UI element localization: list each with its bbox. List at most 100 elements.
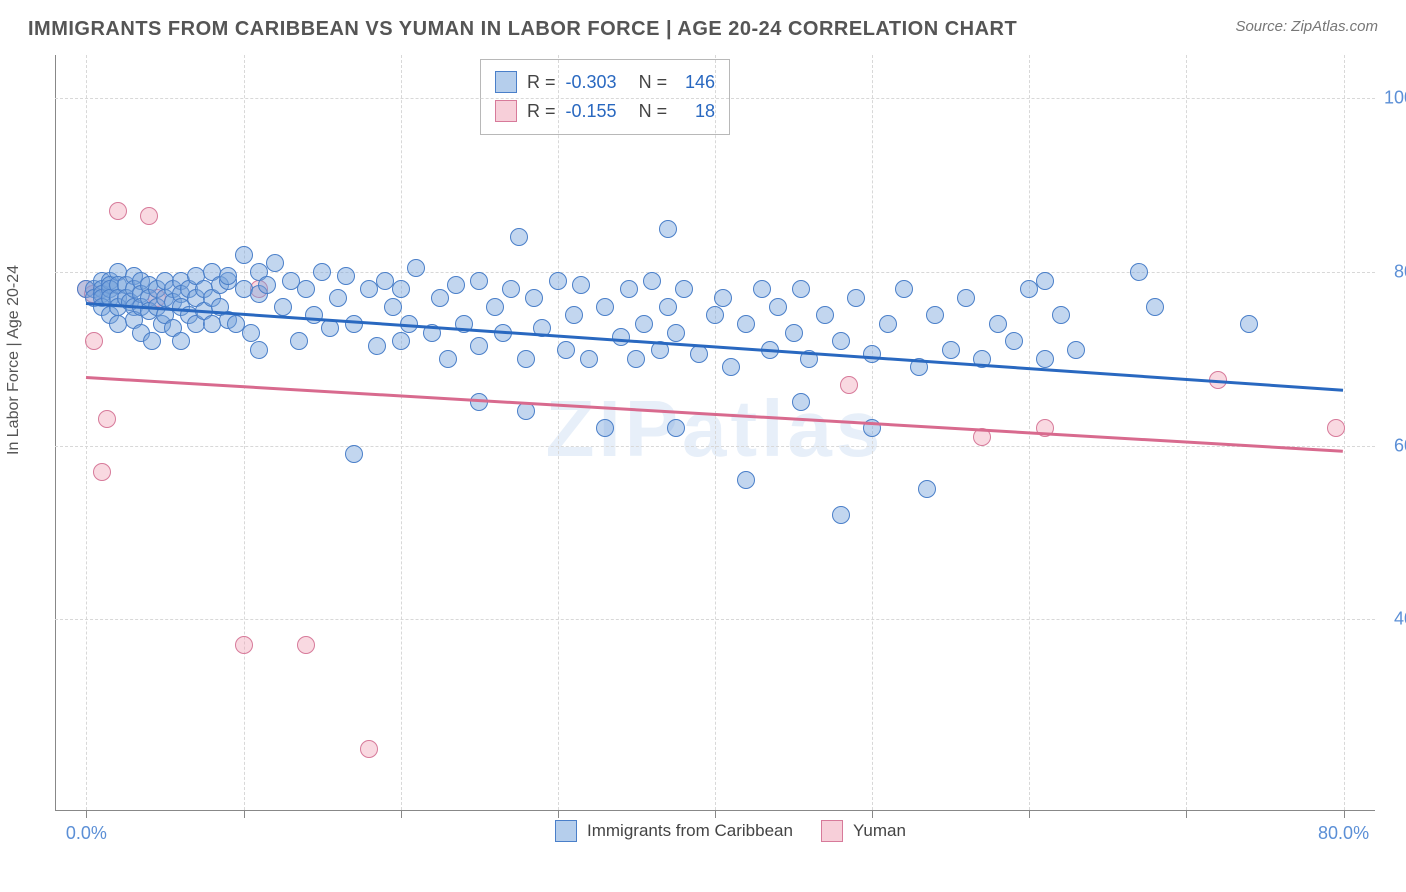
scatter-point-blue [690, 345, 708, 363]
stats-row-pink: R = -0.155 N = 18 [495, 97, 715, 126]
scatter-point-blue [510, 228, 528, 246]
r-value-blue: -0.303 [566, 68, 617, 97]
scatter-point-blue [305, 306, 323, 324]
scatter-point-blue [635, 315, 653, 333]
scatter-point-blue [235, 246, 253, 264]
y-tick-label: 40.0% [1394, 609, 1406, 630]
scatter-point-blue [792, 280, 810, 298]
scatter-point-blue [172, 332, 190, 350]
x-tick-mark [1344, 810, 1345, 818]
scatter-point-blue [565, 306, 583, 324]
scatter-point-blue [572, 276, 590, 294]
scatter-point-blue [384, 298, 402, 316]
scatter-point-blue [675, 280, 693, 298]
scatter-point-blue [266, 254, 284, 272]
scatter-point-blue [667, 419, 685, 437]
scatter-point-blue [612, 328, 630, 346]
x-tick-mark [872, 810, 873, 818]
scatter-point-blue [447, 276, 465, 294]
scatter-point-blue [470, 272, 488, 290]
x-tick-mark [86, 810, 87, 818]
chart-container: In Labor Force | Age 20-24 ZIPatlas R = … [15, 55, 1391, 892]
scatter-point-blue [502, 280, 520, 298]
scatter-point-blue [250, 341, 268, 359]
scatter-point-blue [392, 280, 410, 298]
n-label: N = [639, 97, 668, 126]
scatter-point-blue [1067, 341, 1085, 359]
legend: Immigrants from Caribbean Yuman [555, 820, 906, 842]
scatter-point-blue [242, 324, 260, 342]
scatter-point-blue [596, 298, 614, 316]
scatter-point-blue [659, 220, 677, 238]
scatter-point-blue [557, 341, 575, 359]
y-axis-label: In Labor Force | Age 20-24 [5, 265, 23, 455]
scatter-point-blue [470, 337, 488, 355]
legend-item-pink: Yuman [821, 820, 906, 842]
scatter-point-blue [1036, 350, 1054, 368]
scatter-point-blue [368, 337, 386, 355]
scatter-point-blue [439, 350, 457, 368]
scatter-point-blue [737, 315, 755, 333]
scatter-point-blue [957, 289, 975, 307]
r-label: R = [527, 68, 556, 97]
scatter-point-blue [345, 315, 363, 333]
y-tick-label: 60.0% [1394, 435, 1406, 456]
scatter-point-pink [98, 410, 116, 428]
scatter-point-blue [832, 506, 850, 524]
scatter-point-pink [1327, 419, 1345, 437]
legend-label-pink: Yuman [853, 821, 906, 841]
y-axis-line [55, 55, 56, 810]
y-tick-label: 80.0% [1394, 261, 1406, 282]
gridline-vertical [715, 55, 716, 810]
scatter-point-blue [643, 272, 661, 290]
scatter-point-blue [596, 419, 614, 437]
swatch-pink-icon [821, 820, 843, 842]
x-tick-mark [401, 810, 402, 818]
legend-label-blue: Immigrants from Caribbean [587, 821, 793, 841]
scatter-point-blue [989, 315, 1007, 333]
scatter-point-blue [143, 332, 161, 350]
gridline-vertical [1186, 55, 1187, 810]
scatter-point-blue [918, 480, 936, 498]
scatter-point-blue [942, 341, 960, 359]
scatter-point-blue [627, 350, 645, 368]
scatter-point-blue [667, 324, 685, 342]
scatter-point-blue [219, 267, 237, 285]
scatter-point-blue [345, 445, 363, 463]
scatter-point-blue [1130, 263, 1148, 281]
scatter-point-pink [235, 636, 253, 654]
gridline-vertical [244, 55, 245, 810]
y-tick-label: 100.0% [1384, 88, 1406, 109]
scatter-point-blue [517, 350, 535, 368]
scatter-point-blue [895, 280, 913, 298]
scatter-point-blue [337, 267, 355, 285]
swatch-blue-icon [495, 71, 517, 93]
n-label: N = [639, 68, 668, 97]
scatter-point-blue [737, 471, 755, 489]
scatter-point-pink [297, 636, 315, 654]
scatter-point-blue [1005, 332, 1023, 350]
gridline-vertical [558, 55, 559, 810]
chart-title: IMMIGRANTS FROM CARIBBEAN VS YUMAN IN LA… [28, 18, 1017, 41]
scatter-point-blue [863, 345, 881, 363]
x-tick-mark [558, 810, 559, 818]
scatter-point-blue [1052, 306, 1070, 324]
scatter-point-blue [847, 289, 865, 307]
correlation-stats-box: R = -0.303 N = 146 R = -0.155 N = 18 [480, 59, 730, 135]
scatter-point-blue [659, 298, 677, 316]
n-value-pink: 18 [677, 97, 715, 126]
scatter-point-blue [258, 276, 276, 294]
scatter-point-blue [1146, 298, 1164, 316]
scatter-point-blue [769, 298, 787, 316]
scatter-point-blue [714, 289, 732, 307]
r-label: R = [527, 97, 556, 126]
x-tick-mark [1029, 810, 1030, 818]
x-tick-label: 80.0% [1318, 823, 1369, 844]
source-attribution: Source: ZipAtlas.com [1235, 18, 1378, 35]
scatter-point-blue [706, 306, 724, 324]
scatter-point-blue [290, 332, 308, 350]
x-tick-mark [715, 810, 716, 818]
scatter-point-blue [407, 259, 425, 277]
legend-item-blue: Immigrants from Caribbean [555, 820, 793, 842]
scatter-point-pink [85, 332, 103, 350]
